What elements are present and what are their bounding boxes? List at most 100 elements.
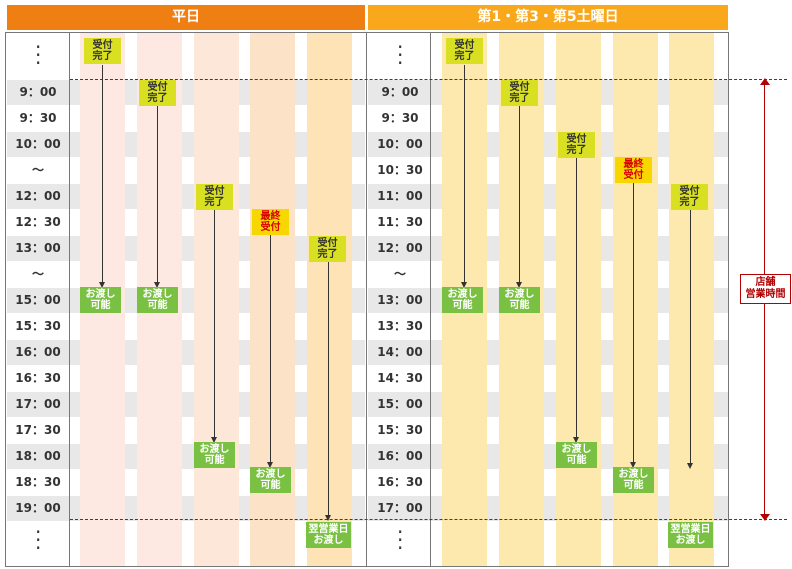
saturday-column-5 — [669, 33, 714, 566]
handover-ready-box: お渡し 可能 — [250, 467, 291, 493]
time-label: 12：00 — [15, 189, 61, 203]
weekday-top-ellipsis: · · · — [35, 35, 42, 75]
time-label: 11：30 — [377, 215, 423, 229]
saturday-top-ellipsis: · · · — [397, 35, 404, 75]
weekday-column-5 — [307, 33, 352, 566]
flow-arrow — [211, 210, 217, 443]
final-reception-box: 最終 受付 — [252, 209, 289, 235]
time-label: 15：30 — [377, 423, 423, 437]
time-label: 12：00 — [377, 241, 423, 255]
time-label: 16：00 — [15, 345, 61, 359]
row-stripe — [368, 184, 728, 209]
time-label: 18：30 — [15, 475, 61, 489]
time-label: 17：00 — [377, 501, 423, 515]
store-hours-arrow-down — [760, 514, 770, 521]
time-label: 9：30 — [381, 111, 419, 125]
row-stripe — [368, 288, 728, 313]
time-label: 9：00 — [381, 85, 419, 99]
time-label: 10：00 — [377, 137, 423, 151]
time-label: 18：00 — [15, 449, 61, 463]
reception-done-box: 受付 完了 — [671, 184, 708, 210]
flow-arrow — [687, 210, 693, 469]
business-start-line — [70, 79, 787, 80]
time-label: 10：00 — [15, 137, 61, 151]
reception-done-box: 受付 完了 — [558, 132, 595, 158]
saturday-time-divider — [430, 33, 431, 566]
row-stripe — [7, 340, 365, 365]
row-stripe — [368, 392, 728, 417]
row-stripe — [7, 444, 365, 469]
handover-ready-box: お渡し 可能 — [80, 287, 121, 313]
row-stripe — [368, 80, 728, 105]
row-stripe — [7, 392, 365, 417]
time-label: 13：00 — [377, 293, 423, 307]
saturday-bottom-ellipsis: · · · — [397, 520, 404, 560]
weekday-header: 平日 — [7, 5, 365, 30]
time-label: 13：30 — [377, 319, 423, 333]
time-label: 19：00 — [15, 501, 61, 515]
time-label: 11：00 — [377, 189, 423, 203]
row-stripe — [368, 340, 728, 365]
time-label: 16：30 — [377, 475, 423, 489]
time-label: 17：00 — [15, 397, 61, 411]
time-label: 15：30 — [15, 319, 61, 333]
time-label: 13：00 — [15, 241, 61, 255]
time-label: 14：30 — [377, 371, 423, 385]
handover-ready-box: お渡し 可能 — [613, 467, 654, 493]
time-label: 10：30 — [377, 163, 423, 177]
reception-done-box: 受付 完了 — [446, 38, 483, 64]
reception-done-box: 受付 完了 — [139, 80, 176, 106]
handover-ready-box: お渡し 可能 — [194, 442, 235, 468]
row-stripe — [7, 288, 365, 313]
time-label: ～ — [31, 267, 44, 281]
handover-ready-box: お渡し 可能 — [137, 287, 178, 313]
reception-done-box: 受付 完了 — [501, 80, 538, 106]
row-stripe — [368, 132, 728, 157]
next-business-day-box: 翌営業日 お渡し — [668, 522, 713, 548]
row-stripe — [7, 184, 365, 209]
weekday-time-divider — [69, 33, 70, 566]
row-stripe — [368, 496, 728, 521]
next-business-day-box: 翌営業日 お渡し — [306, 522, 351, 548]
flow-arrow — [99, 65, 105, 288]
flow-arrow — [154, 106, 160, 288]
store-hours-arrow-up — [760, 78, 770, 85]
row-stripe — [368, 444, 728, 469]
time-label: 16：30 — [15, 371, 61, 385]
business-end-line — [70, 519, 787, 520]
handover-ready-box: お渡し 可能 — [499, 287, 540, 313]
flow-arrow — [630, 183, 636, 468]
store-hours-label: 店舗 営業時間 — [740, 274, 791, 304]
time-label: 16：00 — [377, 449, 423, 463]
flow-arrow — [267, 235, 273, 468]
row-stripe — [7, 80, 365, 105]
flow-arrow — [573, 158, 579, 443]
reception-done-box: 受付 完了 — [84, 38, 121, 64]
saturday-column-3 — [556, 33, 601, 566]
time-label: 17：30 — [15, 423, 61, 437]
time-label: 15：00 — [377, 397, 423, 411]
handover-ready-box: お渡し 可能 — [556, 442, 597, 468]
handover-ready-box: お渡し 可能 — [442, 287, 483, 313]
flow-arrow — [461, 65, 467, 288]
row-stripe — [7, 236, 365, 261]
time-label: ～ — [31, 163, 44, 177]
time-label: 12：30 — [15, 215, 61, 229]
weekday-column-3 — [194, 33, 239, 566]
reception-done-box: 受付 完了 — [309, 236, 346, 262]
row-stripe — [7, 496, 365, 521]
reception-done-box: 受付 完了 — [196, 184, 233, 210]
row-stripe — [7, 132, 365, 157]
saturday-panel — [366, 32, 729, 567]
final-reception-box: 最終 受付 — [615, 157, 652, 183]
saturday-header: 第1・第3・第5土曜日 — [368, 5, 728, 30]
row-stripe — [368, 236, 728, 261]
time-label: 9：30 — [19, 111, 57, 125]
time-label: 15：00 — [15, 293, 61, 307]
weekday-bottom-ellipsis: · · · — [35, 520, 42, 560]
time-label: 9：00 — [19, 85, 57, 99]
time-label: ～ — [393, 267, 406, 281]
flow-arrow — [516, 106, 522, 288]
time-label: 14：00 — [377, 345, 423, 359]
flow-arrow — [325, 262, 331, 521]
